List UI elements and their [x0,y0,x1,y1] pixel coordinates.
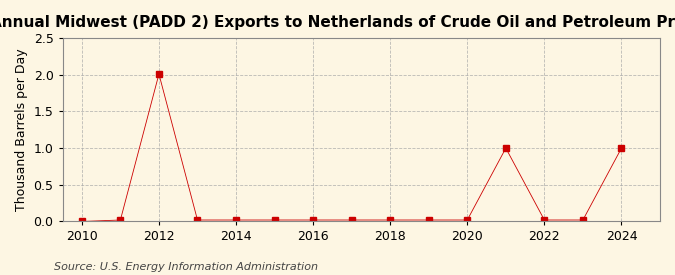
Text: Source: U.S. Energy Information Administration: Source: U.S. Energy Information Administ… [54,262,318,271]
Y-axis label: Thousand Barrels per Day: Thousand Barrels per Day [15,48,28,211]
Title: Annual Midwest (PADD 2) Exports to Netherlands of Crude Oil and Petroleum Produc: Annual Midwest (PADD 2) Exports to Nethe… [0,15,675,30]
